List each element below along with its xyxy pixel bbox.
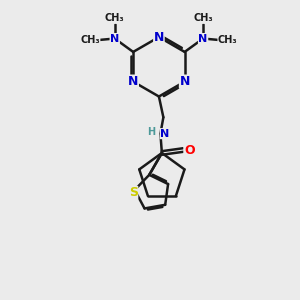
Text: CH₃: CH₃ [105,13,124,23]
Text: N: N [179,75,190,88]
Text: H: H [147,127,155,137]
Text: O: O [184,143,194,157]
Text: N: N [154,31,164,44]
Text: S: S [129,186,138,200]
Text: N: N [199,34,208,44]
Text: CH₃: CH₃ [218,35,238,45]
Text: CH₃: CH₃ [80,35,100,45]
Text: CH₃: CH₃ [193,13,213,23]
Text: N: N [160,129,170,139]
Text: N: N [110,34,119,44]
Text: N: N [128,75,138,88]
